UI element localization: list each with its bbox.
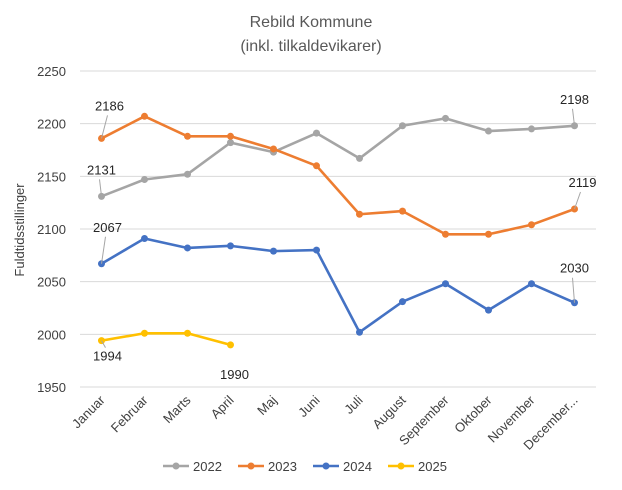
series-line-2025 (101, 331, 231, 347)
x-tick-label: Juli (341, 392, 365, 416)
data-point-2025 (227, 341, 234, 349)
data-point-2025 (141, 329, 148, 337)
leader-line (101, 340, 106, 348)
data-point-2023 (313, 162, 320, 170)
data-point-2024 (485, 306, 492, 314)
data-point-2024 (442, 280, 449, 288)
leader-line (572, 108, 575, 126)
data-point-2022 (442, 114, 449, 122)
legend-label: 2023 (268, 459, 297, 474)
data-point-2023 (442, 230, 449, 238)
legend-marker (322, 462, 330, 470)
data-point-2023 (528, 221, 535, 229)
x-tick-label: August (369, 392, 408, 431)
series-line-2023 (100, 114, 575, 236)
legend-label: 2022 (193, 459, 222, 474)
data-point-2023 (141, 112, 148, 120)
x-tick-label: Juni (295, 392, 323, 420)
gridlines (80, 70, 596, 388)
data-point-2022 (141, 175, 148, 183)
legend-item-2024: 2024 (313, 459, 372, 474)
data-point-2024 (399, 298, 406, 306)
legend-marker (247, 462, 255, 470)
data-point-2023 (184, 132, 191, 140)
data-point-2023 (270, 145, 277, 153)
data-point-2024 (270, 247, 277, 255)
legend-label: 2024 (343, 459, 372, 474)
x-tick-label: Oktober (451, 392, 495, 436)
leader-line (99, 179, 102, 197)
legend-item-2025: 2025 (388, 459, 447, 474)
y-axis-label: Fuldtidsstillinger (12, 183, 27, 277)
data-point-2024 (313, 246, 320, 254)
data-point-2025 (184, 329, 191, 337)
data-label-2023: 2186 (95, 98, 124, 113)
chart-title: Rebild Kommune (250, 14, 373, 31)
data-label-2025: 1990 (220, 367, 249, 382)
data-label-2025: 1994 (93, 349, 122, 364)
data-point-2022 (184, 170, 191, 178)
y-tick-label: 2200 (37, 117, 66, 132)
x-tick-label: Marts (160, 392, 194, 426)
data-label-2022: 2131 (87, 162, 116, 177)
legend: 2022 2023 2024 2025 (163, 459, 447, 474)
x-axis-ticks: Januar Februar Marts April Maj Juni Juli August… (69, 392, 581, 453)
y-tick-label: 2250 (37, 64, 66, 79)
leader-line (101, 236, 106, 264)
y-tick-label: 2050 (37, 275, 66, 290)
data-point-2024 (227, 242, 234, 250)
legend-marker (172, 462, 180, 470)
data-point-2024 (184, 244, 191, 252)
data-point-2022 (528, 125, 535, 133)
legend-marker (397, 462, 405, 470)
data-label-2024: 2030 (560, 261, 589, 276)
data-label-2022: 2198 (560, 92, 589, 107)
y-tick-label: 2150 (37, 169, 66, 184)
chart-subtitle: (inkl. tilkaldevikarer) (240, 38, 381, 55)
leader-line (101, 115, 108, 139)
data-labels: 2131 2198 2186 2119 2067 2030 1994 1990 (87, 92, 596, 382)
data-point-2024 (356, 328, 363, 336)
y-tick-label: 2000 (37, 327, 66, 342)
series-lines (98, 112, 578, 349)
data-label-2023: 2119 (569, 175, 597, 190)
legend-label: 2025 (418, 459, 447, 474)
data-point-2022 (227, 139, 234, 147)
data-point-2022 (356, 154, 363, 162)
legend-item-2023: 2023 (238, 459, 297, 474)
leader-line (574, 191, 581, 210)
data-point-2022 (399, 122, 406, 130)
data-point-2023 (356, 210, 363, 218)
y-tick-label: 1950 (37, 380, 66, 395)
x-tick-label: April (208, 392, 237, 421)
y-axis-ticks: 1950 2000 2050 2100 2150 2200 2250 (37, 64, 66, 395)
x-tick-label: Februar (108, 392, 151, 435)
x-tick-label: Maj (254, 392, 279, 417)
x-tick-label: Januar (69, 392, 108, 431)
data-point-2022 (313, 129, 320, 137)
data-point-2023 (227, 132, 234, 140)
data-point-2024 (528, 280, 535, 288)
leader-line (572, 277, 575, 303)
series-line-2022 (101, 117, 575, 198)
data-point-2023 (485, 230, 492, 238)
data-point-2023 (399, 207, 406, 215)
data-label-2024: 2067 (93, 220, 122, 235)
data-point-2024 (141, 234, 148, 242)
data-point-2022 (485, 127, 492, 135)
legend-item-2022: 2022 (163, 459, 222, 474)
y-tick-label: 2100 (37, 222, 66, 237)
series-line-2024 (100, 237, 576, 334)
